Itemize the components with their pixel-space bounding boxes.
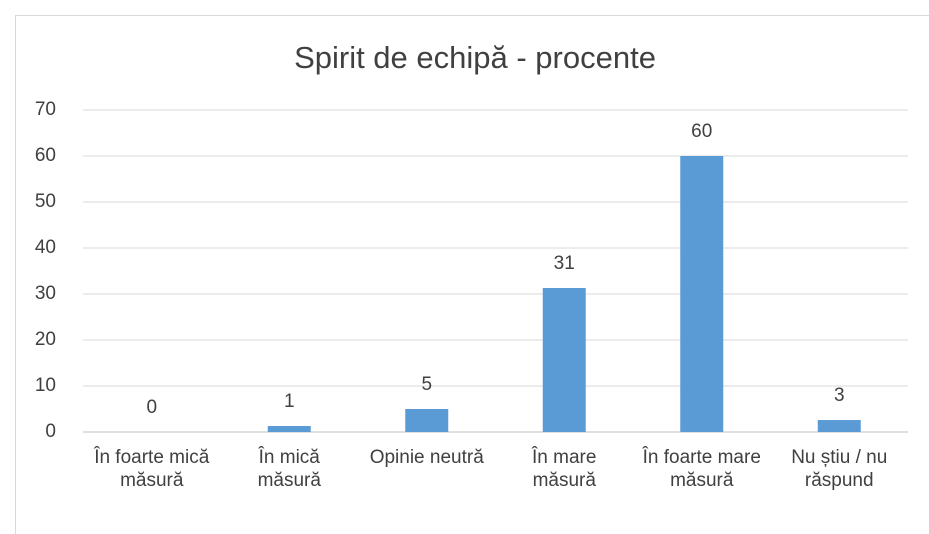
y-tick-label: 10 xyxy=(35,375,56,396)
chart-frame xyxy=(15,15,929,534)
data-label: 1 xyxy=(284,391,295,412)
bar xyxy=(542,288,586,432)
chart-title: Spirit de echipă - procente xyxy=(294,40,656,75)
bar xyxy=(817,420,861,432)
data-label: 3 xyxy=(834,385,845,406)
bar xyxy=(405,409,449,432)
x-tick-label: În foarte mare măsură xyxy=(642,447,761,491)
data-label: 0 xyxy=(146,397,157,418)
y-tick-label: 0 xyxy=(45,421,56,442)
y-tick-label: 50 xyxy=(35,191,56,212)
x-tick-label: În foarte mică măsură xyxy=(94,447,210,491)
y-tick-label: 60 xyxy=(35,145,56,166)
y-tick-label: 20 xyxy=(35,329,56,350)
data-label: 31 xyxy=(554,253,575,274)
bar xyxy=(680,156,724,432)
y-tick-label: 70 xyxy=(35,99,56,120)
data-label: 60 xyxy=(691,121,712,142)
y-tick-label: 40 xyxy=(35,237,56,258)
x-tick-label: În mică măsură xyxy=(257,447,321,491)
x-tick-label: Opinie neutră xyxy=(369,447,484,468)
y-tick-label: 30 xyxy=(35,283,56,304)
bar xyxy=(267,426,311,432)
data-label: 5 xyxy=(421,374,432,395)
x-tick-label: În mare măsură xyxy=(532,447,597,491)
x-tick-label: Nu știu / nu răspund xyxy=(791,447,888,491)
